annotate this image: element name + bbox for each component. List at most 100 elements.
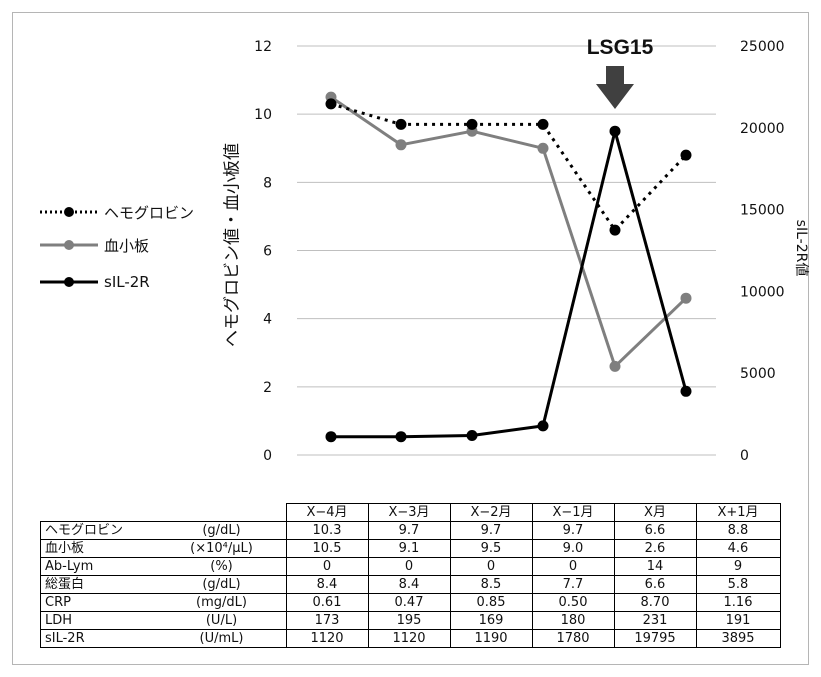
series-line-hemoglobin — [330, 102, 688, 232]
data-point-sil2r — [325, 431, 337, 443]
right-tick-label: 25000 — [740, 39, 785, 55]
legend-swatch-sil2r — [40, 277, 98, 287]
table-cell: 8.5 — [449, 575, 533, 594]
table-header-cell: X+1月 — [695, 503, 781, 522]
row-unit: (mg/dL) — [157, 593, 287, 612]
table-cell: 180 — [531, 611, 615, 630]
left-tick-label: 6 — [263, 244, 272, 260]
data-point-platelet — [609, 360, 621, 372]
row-label: CRP — [40, 593, 158, 612]
table-cell: 8.70 — [613, 593, 697, 612]
data-point-hemoglobin — [537, 118, 549, 130]
left-tick-label: 2 — [263, 380, 272, 396]
table-row: LDH (U/L) 173 195 169 180 231 191 — [40, 611, 781, 630]
left-tick-label: 10 — [254, 107, 272, 123]
left-tick-label: 8 — [263, 175, 272, 191]
table-cell: 10.3 — [285, 521, 369, 540]
table-cell: 1190 — [449, 629, 533, 648]
table-cell: 0.47 — [367, 593, 451, 612]
table-cell: 9.7 — [367, 521, 451, 540]
data-point-platelet — [680, 292, 692, 304]
table-cell: 5.8 — [695, 575, 781, 594]
data-point-sil2r — [680, 385, 692, 397]
table-row: 血小板 (×10⁴/μL) 10.5 9.1 9.5 9.0 2.6 4.6 — [40, 539, 781, 558]
row-unit: (U/L) — [157, 611, 287, 630]
annotation-arrow — [596, 66, 634, 109]
table-cell: 9.1 — [367, 539, 451, 558]
table-cell: 231 — [613, 611, 697, 630]
table-cell: 19795 — [613, 629, 697, 648]
row-unit: (g/dL) — [157, 521, 287, 540]
table-cell: 8.4 — [285, 575, 369, 594]
row-unit: (g/dL) — [157, 575, 287, 594]
table-header-cell: X月 — [613, 503, 697, 522]
legend-item-hemoglobin: ヘモグロビン — [38, 202, 194, 222]
table-row: ヘモグロビン (g/dL) 10.3 9.7 9.7 9.7 6.6 8.8 — [40, 521, 781, 540]
table-cell: 0.85 — [449, 593, 533, 612]
legend-swatch-platelet — [40, 240, 98, 250]
table-cell: 173 — [285, 611, 369, 630]
table-row: Ab-Lym (%) 0 0 0 0 14 9 — [40, 557, 781, 576]
table-cell: 4.6 — [695, 539, 781, 558]
table-cell: 9.7 — [531, 521, 615, 540]
row-label: LDH — [40, 611, 158, 630]
legend-label-platelet: 血小板 — [104, 236, 150, 255]
table-cell: 169 — [449, 611, 533, 630]
series-line-sil2r — [331, 129, 688, 439]
data-point-sil2r — [537, 420, 549, 432]
table-cell: 7.7 — [531, 575, 615, 594]
data-point-hemoglobin — [466, 118, 478, 130]
data-point-hemoglobin — [609, 224, 621, 236]
series-line-platelet — [330, 95, 688, 368]
data-point-sil2r — [395, 431, 407, 443]
table-cell: 3895 — [695, 629, 781, 648]
table-header-row: X−4月 X−3月 X−2月 X−1月 X月 X+1月 — [41, 503, 781, 522]
table-cell: 195 — [367, 611, 451, 630]
table-cell: 2.6 — [613, 539, 697, 558]
right-tick-label: 15000 — [740, 203, 785, 219]
right-tick-label: 20000 — [740, 121, 785, 137]
legend-label-sil2r: sIL-2R — [104, 273, 150, 291]
data-point-platelet — [395, 139, 407, 151]
table-cell: 9.7 — [449, 521, 533, 540]
row-unit: (%) — [157, 557, 287, 576]
data-point-hemoglobin — [395, 118, 407, 130]
table-cell: 0.50 — [531, 593, 615, 612]
table-cell: 191 — [695, 611, 781, 630]
data-point-platelet — [537, 142, 549, 154]
table-cell: 0 — [449, 557, 533, 576]
legend-label-hemoglobin: ヘモグロビン — [104, 203, 195, 222]
row-unit: (U/mL) — [157, 629, 287, 648]
left-tick-label: 4 — [263, 312, 272, 328]
row-label: sIL-2R — [40, 629, 158, 648]
figure-frame — [12, 12, 809, 665]
table-cell: 0 — [285, 557, 369, 576]
table-cell: 8.8 — [695, 521, 781, 540]
table-cell: 1.16 — [695, 593, 781, 612]
lab-data-table: X−4月 X−3月 X−2月 X−1月 X月 X+1月 ヘモグロビン (g/dL)… — [40, 503, 781, 648]
line-chart: 0 2 4 6 8 10 12 0 5000 10000 15000 20000 25000 — [254, 39, 785, 464]
table-cell: 0.61 — [285, 593, 369, 612]
table-cell: 9.5 — [449, 539, 533, 558]
table-cell: 1120 — [367, 629, 451, 648]
table-row: 総蛋白 (g/dL) 8.4 8.4 8.5 7.7 6.6 5.8 — [40, 575, 781, 594]
table-cell: 6.6 — [613, 521, 697, 540]
row-label: 血小板 — [40, 539, 158, 558]
table-cell: 14 — [613, 557, 697, 576]
table-cell: 10.5 — [285, 539, 369, 558]
table-cell: 6.6 — [613, 575, 697, 594]
table-cell: 8.4 — [367, 575, 451, 594]
table-cell: 0 — [531, 557, 615, 576]
row-unit: (×10⁴/μL) — [157, 539, 287, 558]
data-point-sil2r — [609, 125, 621, 137]
table-row: sIL-2R (U/mL) 1120 1120 1190 1780 19795 3895 — [40, 629, 781, 648]
data-point-sil2r — [466, 430, 478, 441]
table-cell: 0 — [367, 557, 451, 576]
left-tick-label: 0 — [263, 448, 272, 464]
table-row: CRP (mg/dL) 0.61 0.47 0.85 0.50 8.70 1.16 — [40, 593, 781, 612]
table-header-cell: X−2月 — [449, 503, 533, 522]
row-label: Ab-Lym — [40, 557, 158, 576]
row-label: ヘモグロビン — [40, 521, 158, 540]
table-header-cell: X−1月 — [531, 503, 615, 522]
table-cell: 9 — [695, 557, 781, 576]
